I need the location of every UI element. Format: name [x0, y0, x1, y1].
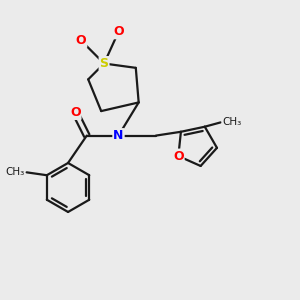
Text: O: O [173, 150, 184, 163]
Text: O: O [113, 25, 124, 38]
Text: N: N [113, 129, 124, 142]
Text: S: S [100, 57, 109, 70]
Text: CH₃: CH₃ [222, 117, 241, 128]
Text: CH₃: CH₃ [5, 167, 24, 177]
Text: O: O [70, 106, 81, 119]
Text: O: O [76, 34, 86, 47]
